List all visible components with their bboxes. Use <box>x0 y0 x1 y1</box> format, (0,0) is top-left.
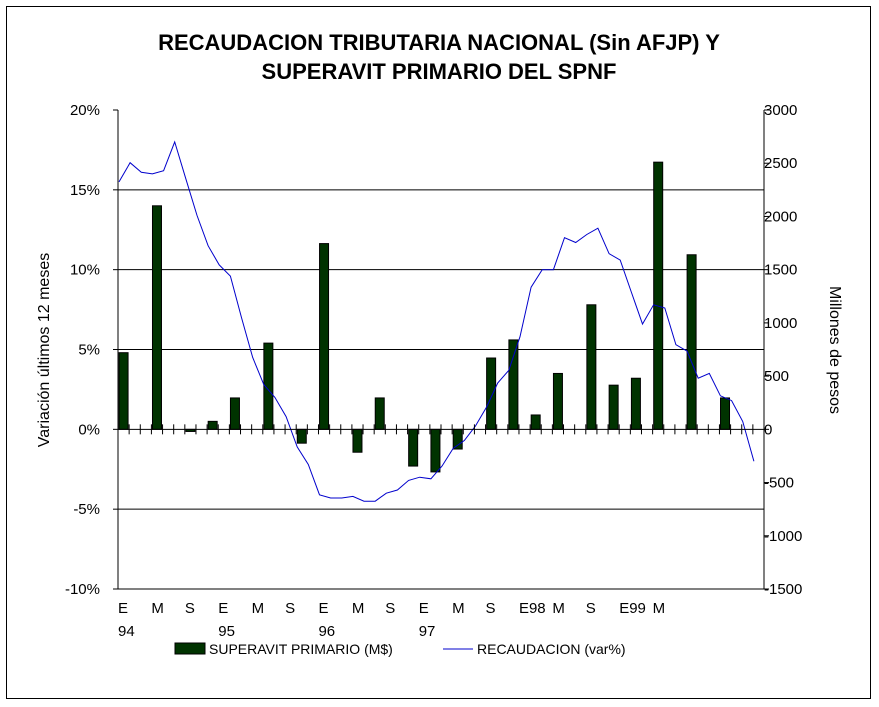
x-tick-label-6: E <box>318 600 328 617</box>
y-left-tick-label-3: 5% <box>78 342 100 359</box>
x-tick-label-11: S <box>486 600 496 617</box>
x-tick-label-13: M <box>552 600 565 617</box>
y-left-tick-label-2: 10% <box>70 262 100 279</box>
recaudacion-line <box>118 140 755 502</box>
y-axis-left-label: Variación últimos 12 meses <box>36 253 53 447</box>
bar-22 <box>720 397 731 430</box>
bar-17 <box>586 304 597 430</box>
y-right-tick-label-2: 2000 <box>764 208 797 225</box>
bar-series <box>118 161 731 473</box>
bar-19 <box>630 377 641 430</box>
x-tick-label-4: M <box>252 600 264 617</box>
bar-21 <box>686 254 697 430</box>
bar-14 <box>508 339 519 430</box>
x-tick-label-1: M <box>151 600 164 617</box>
y-left-tick-label-0: 20% <box>70 102 100 119</box>
line-series <box>118 140 755 502</box>
bar-12 <box>452 428 463 450</box>
y-right-tick-label-6: 0 <box>764 421 772 438</box>
x-tick-label-15: E99 <box>619 600 646 617</box>
bar-13 <box>486 357 497 430</box>
bar-0 <box>118 352 129 430</box>
grid-layer <box>118 189 764 510</box>
bar-18 <box>608 384 619 430</box>
x-tick-label-2: S <box>185 600 195 617</box>
legend-label-line: RECAUDACION (var%) <box>477 641 626 657</box>
x-tick-label-14: S <box>586 600 596 617</box>
y-right-tick-label-3: 1500 <box>764 262 797 279</box>
x-tick-year-label-0: 94 <box>118 623 135 640</box>
x-tick-year-label-6: 96 <box>318 623 335 640</box>
bar-8 <box>352 428 363 453</box>
x-tick-label-16: M <box>653 600 666 617</box>
y-left-tick-label-1: 15% <box>70 182 100 199</box>
bar-1 <box>151 205 162 430</box>
x-tick-label-10: M <box>452 600 465 617</box>
bar-6 <box>296 428 307 444</box>
bar-9 <box>374 397 385 430</box>
chart-title-line2: SUPERAVIT PRIMARIO DEL SPNF <box>262 59 617 84</box>
y-left-tick-label-6: -10% <box>65 581 100 598</box>
x-tick-year-label-3: 95 <box>218 623 235 640</box>
y-right-tick-label-4: 1000 <box>764 315 797 332</box>
bar-10 <box>408 428 419 467</box>
bar-15 <box>530 414 541 430</box>
x-tick-label-7: M <box>352 600 365 617</box>
x-tick-label-5: S <box>285 600 295 617</box>
y-right-tick-label-5: 500 <box>764 368 789 385</box>
legend-label-bar: SUPERAVIT PRIMARIO (M$) <box>209 641 393 657</box>
tick-labels: 20% 15% 10% 5% 0% -5% -10% 3000 2500 2000 1500 1000… <box>65 102 802 640</box>
x-tick-label-8: S <box>385 600 395 617</box>
y-right-tick-label-8: -1000 <box>764 528 802 545</box>
x-tick-label-3: E <box>218 600 228 617</box>
y-right-tick-label-7: -500 <box>764 475 794 492</box>
y-axis-right-label: Millones de pesos <box>826 286 843 414</box>
x-tick-label-12: E98 <box>519 600 546 617</box>
y-right-tick-label-9: -1500 <box>764 581 802 598</box>
bar-16 <box>552 372 563 430</box>
y-left-tick-label-5: -5% <box>73 501 100 518</box>
bar-4 <box>229 397 240 430</box>
legend: SUPERAVIT PRIMARIO (M$) RECAUDACION (var… <box>174 641 626 657</box>
bar-20 <box>653 161 664 430</box>
legend-swatch-bar <box>174 642 206 655</box>
chart-title-line1: RECAUDACION TRIBUTARIA NACIONAL (Sin AFJ… <box>158 30 720 55</box>
x-tick-label-9: E <box>419 600 429 617</box>
y-right-tick-label-0: 3000 <box>764 102 797 119</box>
chart-frame <box>6 6 871 699</box>
y-right-tick-label-1: 2500 <box>764 155 797 172</box>
axes <box>113 109 769 590</box>
bar-7 <box>319 243 330 430</box>
x-tick-year-label-9: 97 <box>419 623 436 640</box>
x-tick-label-0: E <box>118 600 128 617</box>
y-left-tick-label-4: 0% <box>78 421 100 438</box>
bar-11 <box>430 428 441 473</box>
bar-3 <box>207 420 218 430</box>
